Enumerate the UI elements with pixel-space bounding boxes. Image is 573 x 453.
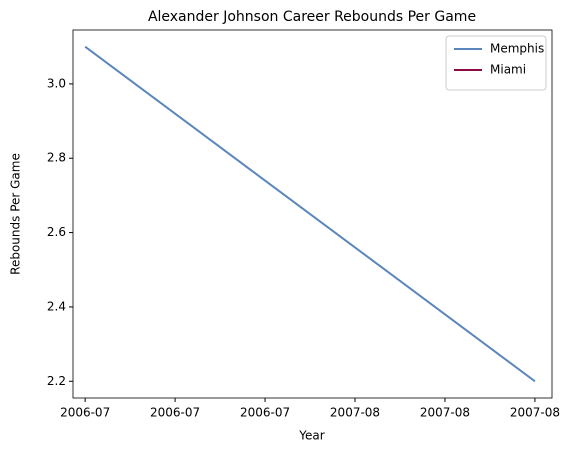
x-tick-label: 2006-07 bbox=[240, 406, 290, 420]
y-tick-label: 2.4 bbox=[47, 299, 66, 313]
legend: Memphis Miami bbox=[445, 35, 547, 91]
y-axis-label: Rebounds Per Game bbox=[9, 153, 23, 275]
y-tick-label: 3.0 bbox=[47, 76, 66, 90]
y-tick-label: 2.6 bbox=[47, 225, 66, 239]
chart-title: Alexander Johnson Career Rebounds Per Ga… bbox=[148, 9, 476, 25]
y-tick-label: 2.2 bbox=[47, 374, 66, 388]
x-tick-label: 2006-07 bbox=[60, 406, 110, 420]
legend-label: Miami bbox=[490, 63, 526, 77]
x-tick-label: 2007-08 bbox=[330, 406, 380, 420]
legend-label: Memphis bbox=[490, 42, 544, 56]
x-tick-label: 2007-08 bbox=[420, 406, 470, 420]
x-axis-label: Year bbox=[298, 429, 324, 443]
y-tick-label: 2.8 bbox=[47, 151, 66, 165]
line bbox=[84, 45, 536, 383]
plot-frame bbox=[72, 29, 553, 399]
x-tick-label: 2007-08 bbox=[510, 406, 560, 420]
x-tick-label: 2006-07 bbox=[150, 406, 200, 420]
